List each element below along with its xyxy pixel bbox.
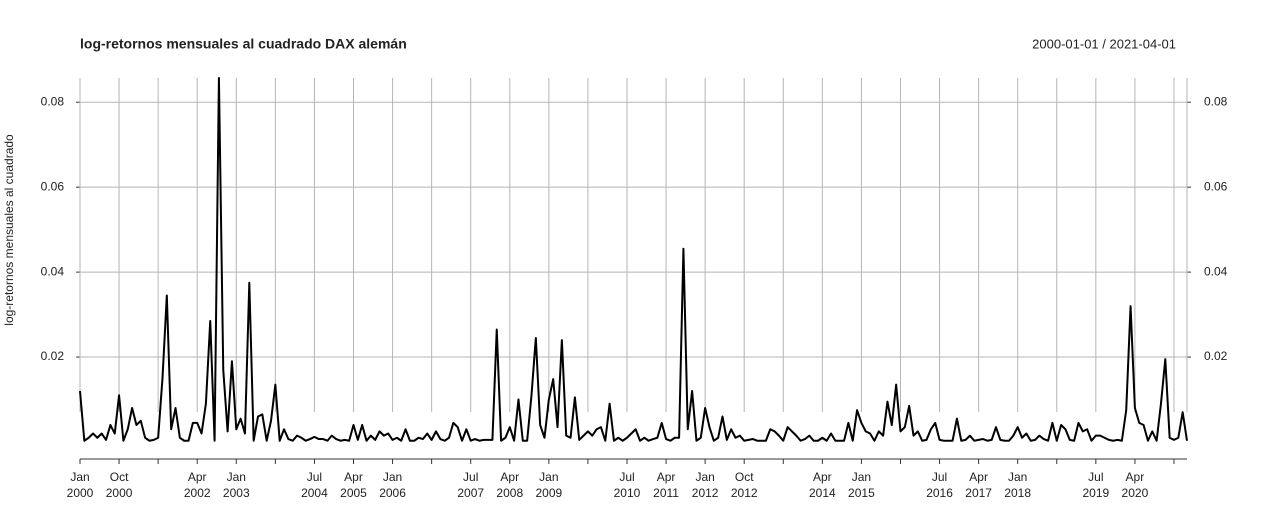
x-tick-label: Jan 2018 — [1004, 470, 1031, 500]
x-tick-label: Jan 2012 — [692, 470, 719, 500]
x-tick-label: Jul 2004 — [301, 470, 328, 500]
x-tick-label: Oct 2000 — [106, 470, 133, 500]
x-tick-label-part: Apr — [813, 470, 832, 484]
y-axis-label: log-retornos mensuales al cuadrado — [2, 134, 16, 326]
x-tick-label-part: Jan — [70, 470, 89, 484]
x-tick-label: Jan 2015 — [848, 470, 875, 500]
x-tick-label-part: Jul — [307, 470, 322, 484]
x-tick-label-part: 2005 — [340, 486, 367, 500]
chart-subtitle: 2000-01-01 / 2021-04-01 — [1032, 36, 1176, 51]
data-line — [79, 77, 1188, 442]
x-tick-label-part: Oct — [110, 470, 129, 484]
x-tick-label-part: 2000 — [67, 486, 94, 500]
y-tick-label-right: 0.02 — [1204, 349, 1228, 363]
x-tick-label-part: Oct — [735, 470, 754, 484]
x-tick-label: Jan 2003 — [223, 470, 250, 500]
x-tick-label-part: Jan — [227, 470, 246, 484]
x-tick-label-part: 2006 — [379, 486, 406, 500]
x-tick-label-part: 2000 — [106, 486, 133, 500]
x-tick-label-part: Apr — [188, 470, 207, 484]
x-tick-label: Jul 2007 — [457, 470, 484, 500]
x-tick-label-part: Apr — [344, 470, 363, 484]
x-tick-label-part: 2020 — [1122, 486, 1149, 500]
x-tick-label: Apr 2011 — [653, 470, 679, 500]
x-tick-label-part: 2011 — [653, 486, 679, 500]
x-tick-label-part: 2012 — [692, 486, 719, 500]
x-tick-label-part: 2012 — [731, 486, 758, 500]
x-tick-label: Apr 2008 — [496, 470, 523, 500]
x-tick-label-part: Jul — [619, 470, 634, 484]
x-tick-label: Apr 2005 — [340, 470, 367, 500]
x-tick-label-part: 2016 — [926, 486, 953, 500]
y-tick-label: 0.06 — [41, 179, 65, 193]
x-tick-label: Apr 2002 — [184, 470, 211, 500]
x-tick-label: Jul 2010 — [614, 470, 641, 500]
x-tick-label-part: Jan — [852, 470, 871, 484]
x-tick-label-part: 2018 — [1004, 486, 1031, 500]
y-tick-label-right: 0.08 — [1204, 94, 1228, 108]
x-tick-label-part: Apr — [1126, 470, 1145, 484]
x-tick-label-part: 2004 — [301, 486, 328, 500]
x-tick-label-part: Jan — [539, 470, 558, 484]
x-tick-label: Jan 2006 — [379, 470, 406, 500]
x-tick-label-part: 2007 — [457, 486, 484, 500]
x-tick-label: Oct 2012 — [731, 470, 758, 500]
x-tick-label-part: Jan — [383, 470, 402, 484]
x-tick-label-part: Jul — [1088, 470, 1103, 484]
x-tick-label-part: Jan — [695, 470, 714, 484]
x-tick-label-part: 2015 — [848, 486, 875, 500]
x-tick-label-part: 2003 — [223, 486, 250, 500]
x-tick-label: Jul 2019 — [1082, 470, 1109, 500]
x-tick-label: Apr 2017 — [965, 470, 992, 500]
x-tick-label-part: 2002 — [184, 486, 211, 500]
y-tick-label-right: 0.06 — [1204, 179, 1228, 193]
x-tick-label-part: 2019 — [1082, 486, 1109, 500]
x-tick-label-part: 2009 — [535, 486, 562, 500]
x-tick-label-part: 2010 — [614, 486, 641, 500]
y-tick-label: 0.04 — [41, 264, 65, 278]
y-tick-label-right: 0.04 — [1204, 264, 1228, 278]
y-tick-label: 0.02 — [41, 349, 65, 363]
x-tick-label: Apr 2014 — [809, 470, 836, 500]
x-tick-label-part: Apr — [500, 470, 519, 484]
x-tick-label: Jan 2000 — [67, 470, 94, 500]
x-tick-label-part: 2017 — [965, 486, 992, 500]
x-tick-label-part: 2014 — [809, 486, 836, 500]
chart-title: log-retornos mensuales al cuadrado DAX a… — [80, 36, 407, 52]
x-tick-label-part: Jan — [1008, 470, 1027, 484]
x-tick-label-part: Jul — [463, 470, 478, 484]
x-tick-label-part: Jul — [932, 470, 947, 484]
x-tick-label-part: Apr — [657, 470, 676, 484]
x-tick-label-part: Apr — [969, 470, 988, 484]
y-tick-label: 0.08 — [41, 94, 65, 108]
x-tick-label: Jul 2016 — [926, 470, 953, 500]
x-tick-label: Jan 2009 — [535, 470, 562, 500]
x-tick-label-part: 2008 — [496, 486, 523, 500]
x-tick-label: Apr 2020 — [1122, 470, 1149, 500]
